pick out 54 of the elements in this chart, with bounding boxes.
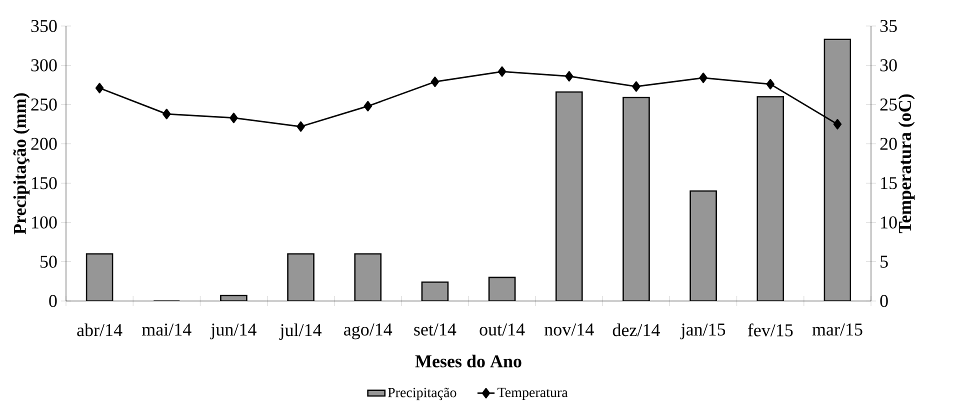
point [833,118,842,130]
y-tick-label: 150 [32,177,57,190]
y2-tick-label: 30 [880,59,897,72]
y2-tick-label: 0 [880,294,888,308]
point [632,81,640,92]
point [230,112,238,124]
x-tick-label: jun/14 [210,324,256,340]
point [364,100,372,112]
point [430,76,440,88]
bar [488,276,516,301]
point [162,108,171,120]
legend-label: Precipitação [388,388,456,400]
x-tick-label: out/14 [480,324,525,336]
bar [86,253,114,301]
x-tick-label: abr/14 [77,324,122,336]
x-tick-label: dez/14 [612,324,660,336]
y-tick-label: 100 [32,216,57,228]
y2-tick-label: 35 [880,20,897,32]
y-tick-label: 0 [49,294,57,308]
y-tick-label: 50 [40,256,57,268]
x-tick-label: set/14 [414,324,456,336]
y2-tick-label: 20 [880,138,897,150]
bar [287,253,314,301]
bar [555,91,583,301]
y-axis-title: Precipitação (mm) [13,93,30,234]
point [699,72,708,84]
bar [690,190,717,301]
y-tick-label: 250 [31,98,57,111]
x-tick-label: nov/14 [544,324,594,336]
x-tick-label: ago/14 [344,324,392,340]
y-tick-label: 300 [31,59,57,72]
x-tick-label: mai/14 [142,324,192,336]
x-tick-label: jul/14 [279,324,322,340]
bar [622,96,650,301]
point [296,121,305,132]
y2-tick-label: 5 [880,256,888,268]
x-axis-title: Meses do Ano [415,354,522,368]
x-tick-label: mar/15 [812,324,862,336]
point [498,66,506,77]
point [766,78,775,90]
bar [354,253,382,301]
y-tick-label: 200 [31,138,57,150]
point [95,82,104,94]
y2-tick-label: 25 [880,98,897,111]
y2-tick-label: 15 [881,177,897,190]
y2-tick-label: 10 [881,216,897,228]
legend-label: Temperatura [498,388,568,400]
bar [824,38,852,301]
x-tick-label: fev/15 [748,324,793,336]
x-tick-label: jan/15 [680,324,726,340]
bar [756,96,784,301]
y-tick-label: 350 [31,20,57,32]
point [565,71,574,82]
y2-axis-title: Temperatura (oC) [898,94,915,234]
